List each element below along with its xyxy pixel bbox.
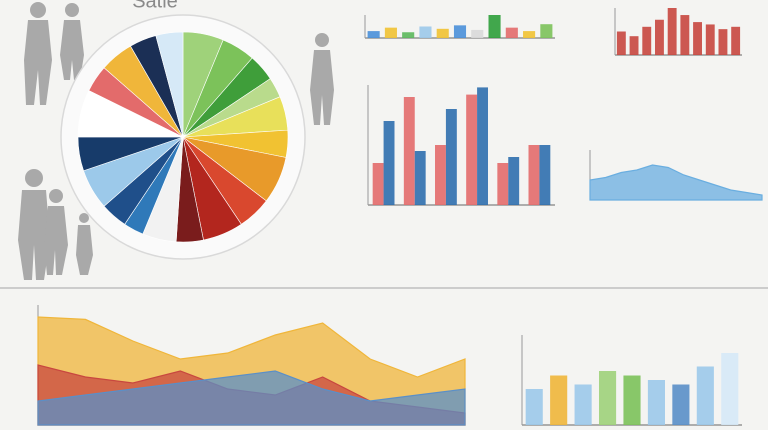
person-body [18,190,50,280]
bar [550,375,568,425]
person-body [76,225,93,275]
bar [655,19,664,55]
person-body [24,20,52,105]
bar [731,26,741,55]
person-head [49,189,63,203]
person-head [65,3,79,17]
bar [616,31,626,55]
bar [574,384,592,425]
bar [523,31,536,38]
bar [667,8,677,55]
person-head [79,213,89,223]
bar [445,109,457,205]
bar [642,26,652,55]
bar [540,24,553,38]
bar [402,32,415,38]
person-body [44,206,68,275]
bar [647,380,665,425]
person-body [310,50,334,125]
bar [436,28,449,38]
bar [384,27,397,38]
person-head [30,2,46,18]
bar [693,22,702,56]
bar [471,29,484,38]
area [37,370,466,426]
bar [599,371,617,425]
bar [383,121,395,205]
bar [403,97,415,205]
chart-title: Satie [132,0,178,12]
bar [497,163,509,205]
pie-slice [155,31,184,138]
bar [419,26,432,38]
bar [477,87,488,205]
bar [435,145,446,205]
area [589,164,763,201]
bar [629,36,639,55]
person-head [315,33,329,47]
person-head [25,169,43,187]
bar [367,31,380,38]
bar [414,151,426,205]
bar [466,94,478,205]
bar [372,163,384,205]
bar [453,25,467,38]
bar [525,389,543,425]
bar [680,15,690,56]
bar [705,24,715,55]
person-body [60,20,84,80]
bar [623,375,641,425]
bar [672,384,690,425]
bar [505,27,518,38]
bar [488,15,501,38]
bar [528,145,540,205]
bar [539,145,551,205]
bar [696,366,714,425]
bar [508,157,520,205]
bar [718,29,728,55]
silhouettes [18,2,334,280]
bar [721,353,739,425]
